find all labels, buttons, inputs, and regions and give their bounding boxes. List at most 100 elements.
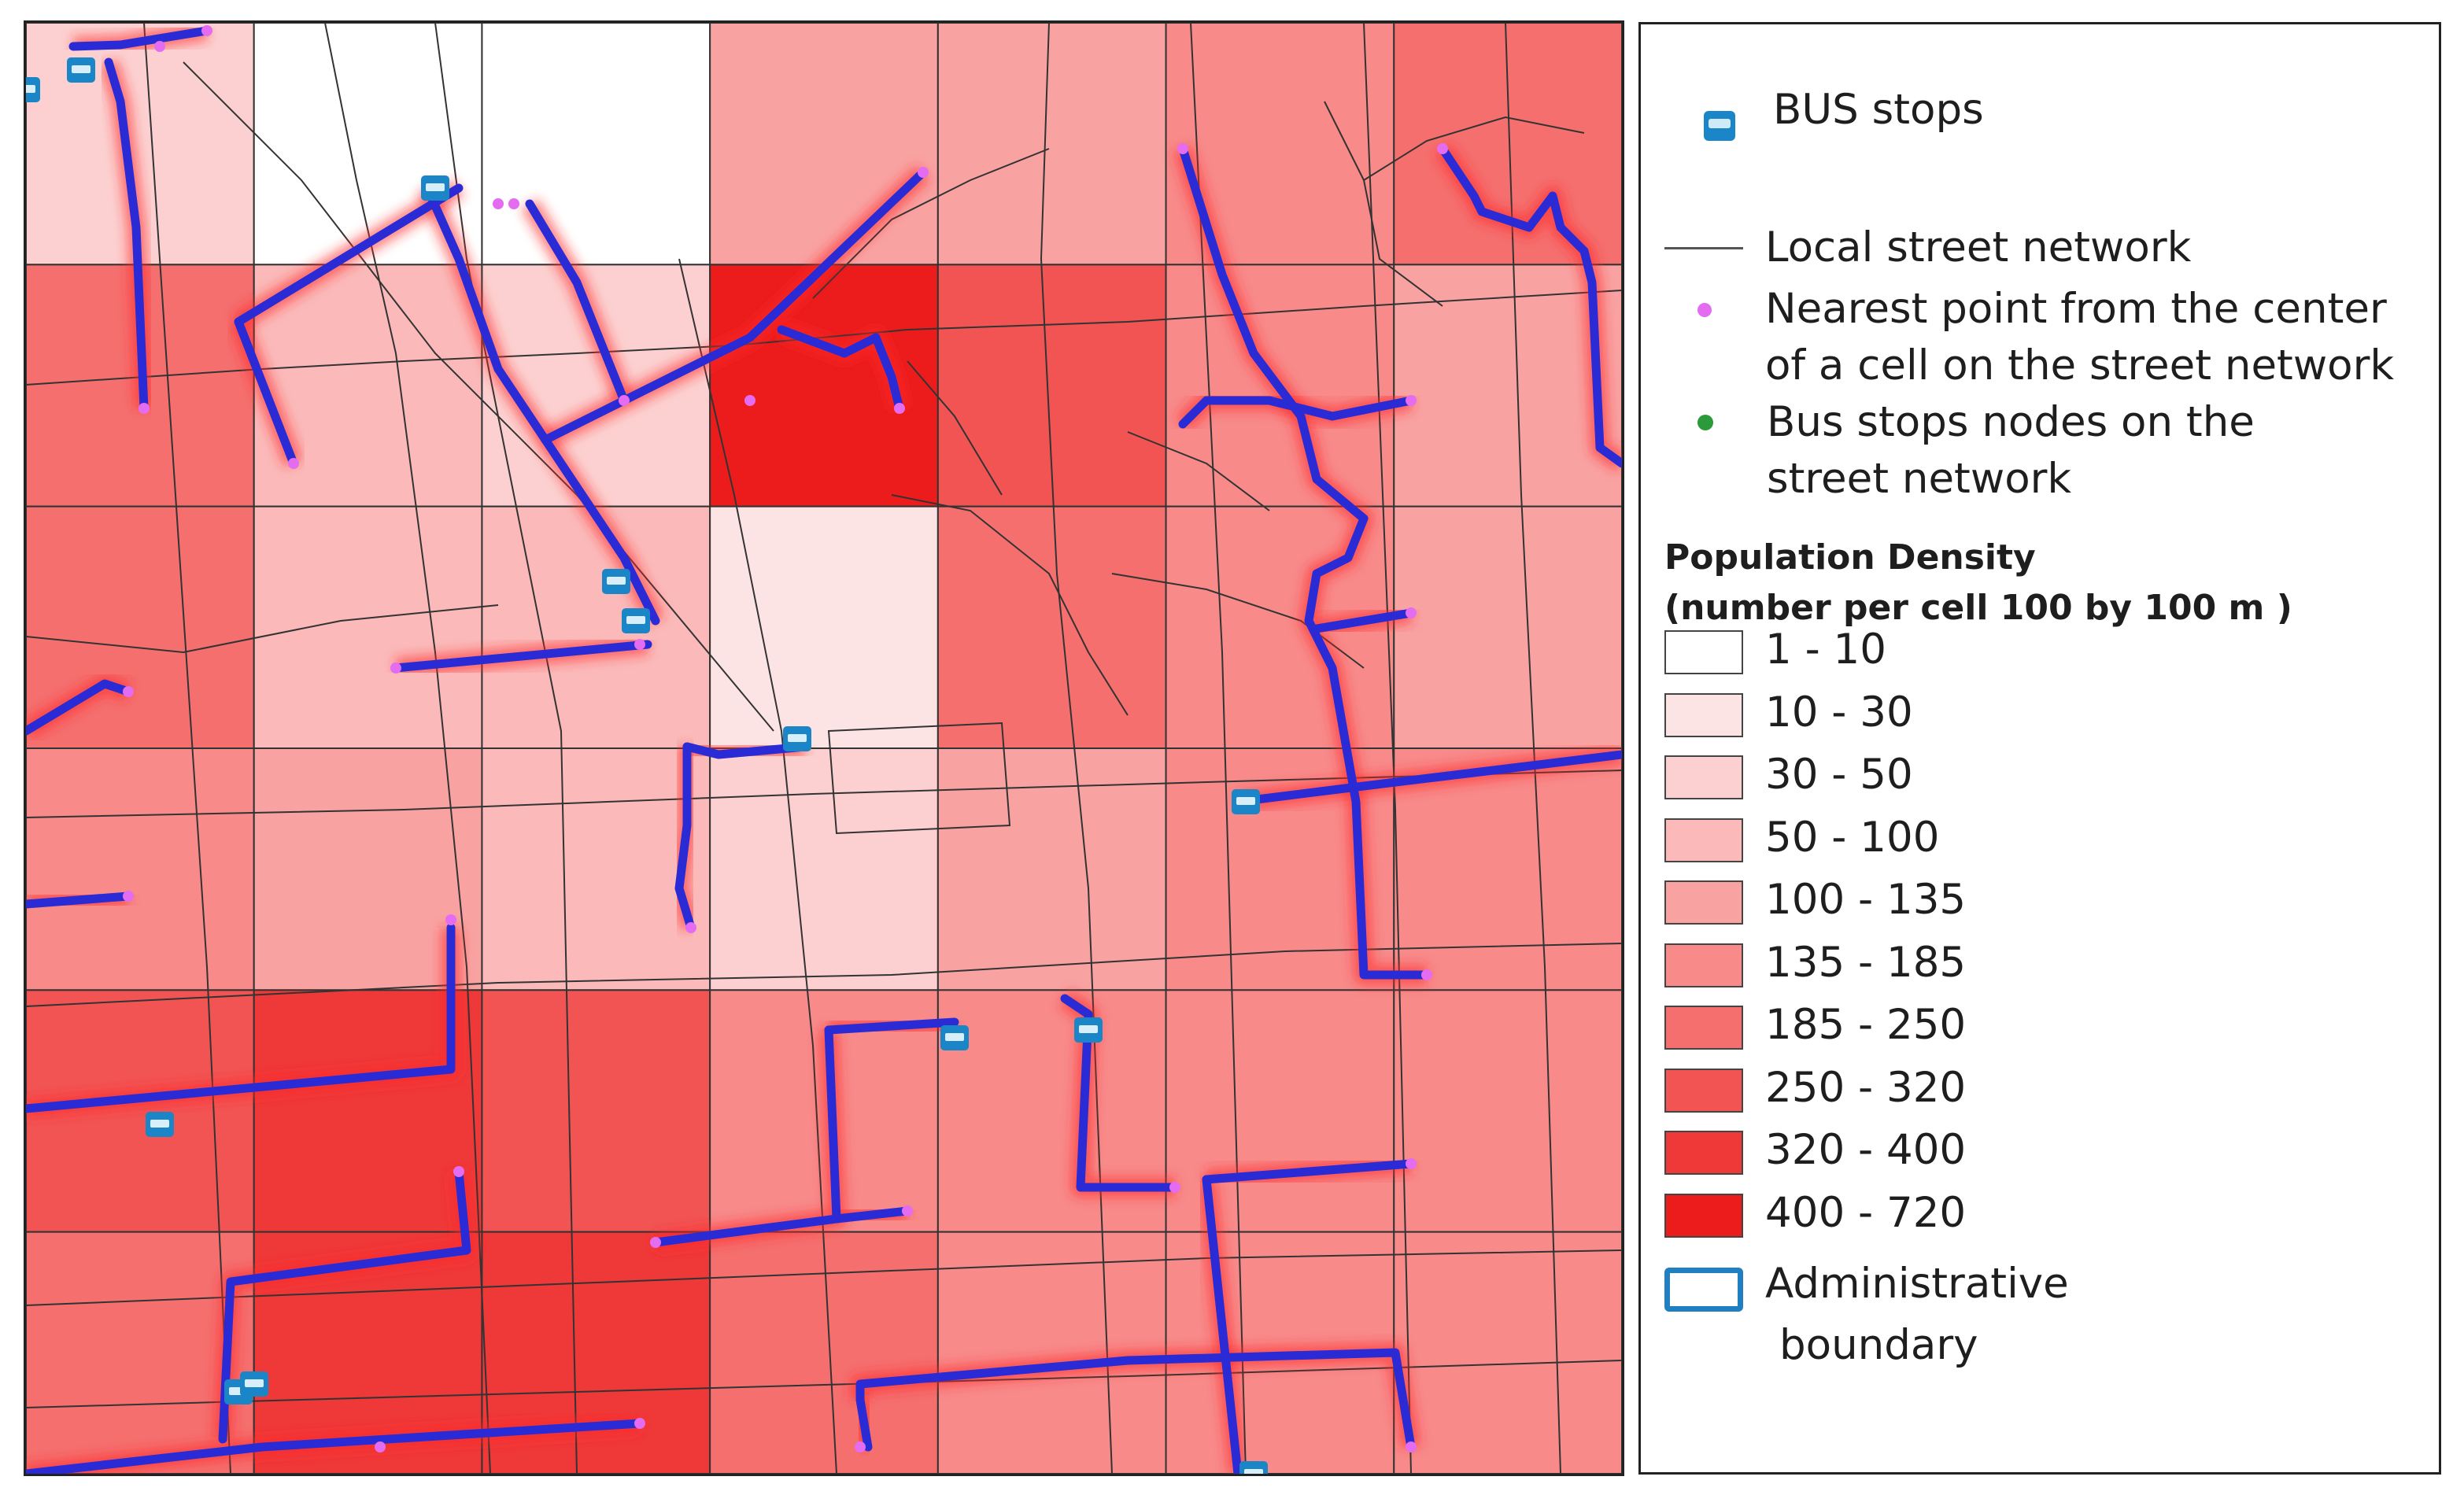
map-canvas — [26, 23, 1622, 1474]
bus-stop-icon — [67, 57, 95, 83]
density-class-label: 30 - 50 — [1765, 751, 1913, 799]
nearest-point — [1177, 143, 1188, 154]
bus-route — [423, 183, 660, 626]
nearest-point — [288, 458, 299, 469]
density-swatch — [1664, 755, 1743, 799]
bus-route — [26, 923, 456, 1113]
nearest-point — [390, 663, 401, 674]
nearest-point — [493, 198, 504, 209]
nearest-point — [744, 395, 755, 406]
density-title-line2: (number per cell 100 by 100 m ) — [1664, 588, 2292, 628]
nearest-point — [154, 41, 165, 52]
density-cell — [253, 505, 483, 750]
density-class-label: 50 - 100 — [1765, 813, 1940, 862]
bus-stop-icon — [783, 726, 811, 751]
density-class-label: 135 - 185 — [1765, 938, 1967, 987]
bus-stop-icon — [421, 175, 449, 201]
nearest-point — [685, 922, 696, 933]
density-cell — [936, 505, 1167, 750]
admin-boundary-swatch — [1664, 1268, 1743, 1312]
density-cell — [481, 989, 711, 1233]
nearest-point — [918, 167, 929, 178]
nearest-point — [1421, 969, 1432, 980]
nearest-point — [1406, 1441, 1417, 1452]
legend-bus-stops: BUS stops — [1704, 79, 1984, 141]
bus-route — [26, 891, 133, 909]
nearest-point — [1406, 607, 1417, 618]
density-cell — [936, 23, 1167, 266]
legend-nearest-point-line2: of a cell on the street network — [1765, 341, 2395, 389]
density-swatch — [1664, 880, 1743, 925]
density-cell — [709, 747, 939, 991]
nearest-point — [894, 403, 905, 414]
bus-stop-icon — [1704, 111, 1735, 141]
nearest-point — [1169, 1182, 1180, 1193]
bus-route — [1202, 1159, 1416, 1184]
bus-stop-icon — [622, 608, 650, 633]
nearest-point — [123, 891, 134, 902]
bus-route — [1060, 994, 1180, 1192]
nearest-point — [634, 1418, 645, 1429]
bus-route — [1202, 1175, 1243, 1474]
density-class-label: 320 - 400 — [1765, 1126, 1967, 1174]
nearest-point — [650, 1237, 661, 1248]
bus-route — [525, 199, 629, 405]
density-swatch — [1664, 943, 1743, 987]
density-swatch — [1664, 1131, 1743, 1175]
street-line-icon — [1664, 246, 1743, 249]
legend-nearest-point-line1: Nearest point from the center — [1765, 285, 2387, 333]
legend-bus-nodes-line1: Bus stops nodes on the — [1767, 398, 2255, 446]
density-cell — [481, 505, 711, 750]
density-swatch — [1664, 1006, 1743, 1050]
nearest-point — [619, 395, 630, 406]
admin-boundary-line1: Administrative — [1765, 1260, 2069, 1308]
bus-node-icon — [1697, 415, 1713, 430]
density-swatch — [1664, 630, 1743, 674]
bus-route — [234, 317, 298, 468]
nearest-point — [453, 1166, 464, 1177]
nearest-point — [902, 1205, 913, 1216]
bus-route — [234, 183, 464, 327]
density-swatch — [1664, 818, 1743, 862]
bus-stop-icon — [602, 569, 630, 594]
nearest-points — [123, 25, 1448, 1452]
nearest-point — [123, 686, 134, 697]
bus-route — [855, 1395, 873, 1452]
density-cell — [709, 23, 939, 266]
density-title-line1: Population Density — [1664, 537, 2036, 578]
bus-route-network — [26, 23, 1622, 1474]
bus-stop-icon — [146, 1112, 174, 1137]
bus-route — [1233, 750, 1622, 807]
bus-route — [855, 1348, 1416, 1452]
bus-stop-icon — [26, 77, 40, 102]
nearest-point — [139, 403, 150, 414]
density-swatch — [1664, 1068, 1743, 1113]
bus-route — [832, 1206, 912, 1224]
legend-bus-stops-label: BUS stops — [1773, 86, 1984, 134]
bus-route — [391, 640, 652, 673]
legend-nearest-point: Nearest point from the center of a cell … — [1664, 281, 2394, 394]
density-cell — [709, 505, 939, 750]
density-cells — [26, 23, 1622, 1474]
bus-route — [26, 1419, 645, 1474]
nearest-point — [201, 25, 212, 36]
nearest-point — [1406, 1158, 1417, 1169]
bus-route — [674, 742, 696, 932]
density-swatch — [1664, 692, 1743, 737]
nearest-point — [445, 914, 456, 925]
density-class-label: 250 - 320 — [1765, 1063, 1967, 1112]
density-class-label: 400 - 720 — [1765, 1188, 1967, 1237]
nearest-point — [855, 1441, 866, 1452]
bus-route — [777, 325, 904, 413]
bus-route — [1438, 144, 1622, 468]
map-legend: BUS stops Local street network Nearest p… — [1638, 22, 2441, 1475]
bus-route — [1178, 396, 1416, 429]
nearest-point — [375, 1441, 386, 1452]
density-cell — [1393, 989, 1622, 1233]
bus-route — [26, 679, 133, 736]
density-cell — [26, 747, 255, 991]
density-cell — [1393, 747, 1622, 991]
density-class-label: 185 - 250 — [1765, 1001, 1967, 1049]
density-cell — [1393, 505, 1622, 750]
bus-stops — [26, 57, 1268, 1474]
